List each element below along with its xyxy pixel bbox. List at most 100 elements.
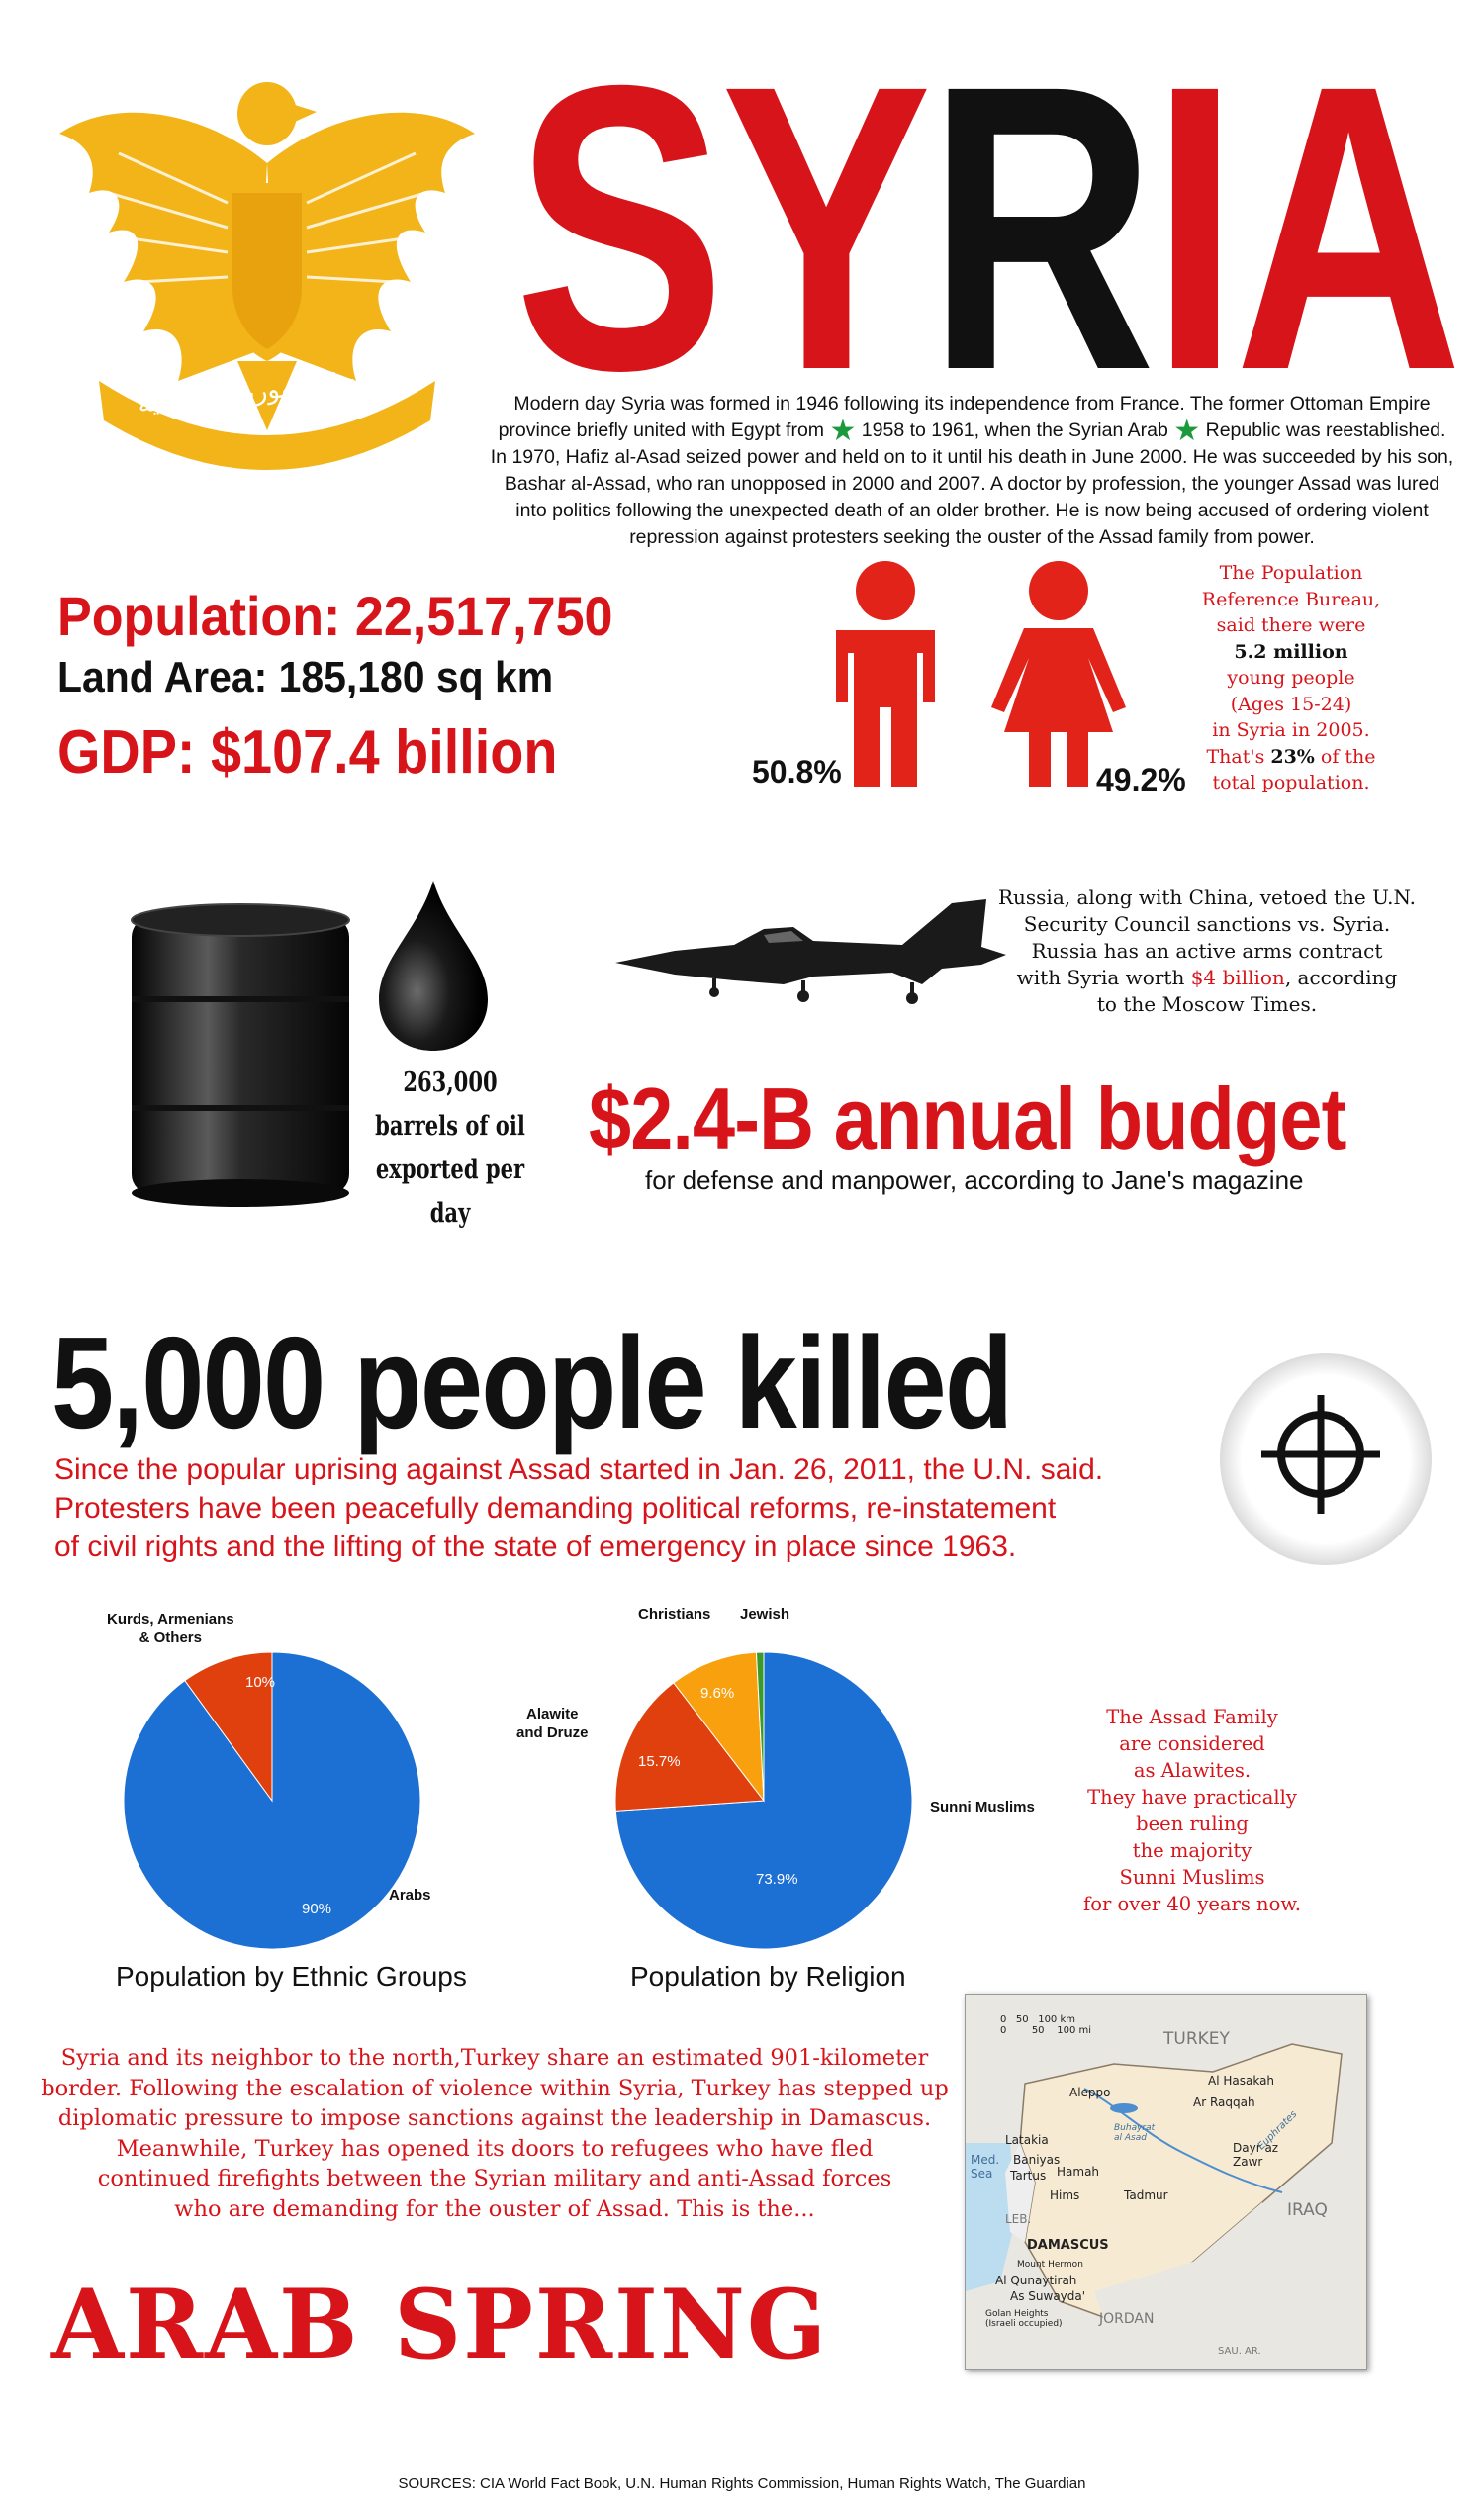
map-city-hims: Hims [1050, 2188, 1080, 2202]
star-icon: ★ [1173, 415, 1201, 447]
note-line: Reference Bureau, [1201, 588, 1381, 610]
russia-text: with Syria worth [1016, 966, 1191, 989]
young-people-note: The Population Reference Bureau, said th… [1172, 560, 1410, 796]
note-line: said there were [1216, 614, 1366, 636]
land-area-stat: Land Area: 185,180 sq km [57, 653, 554, 701]
eagle-emblem [59, 82, 475, 470]
russia-highlight: $4 billion [1190, 966, 1285, 989]
killed-caption: Since the popular uprising against Assad… [54, 1450, 1192, 1566]
map-text: al Asad [1114, 2133, 1147, 2143]
star-icon: ★ [829, 415, 857, 447]
note-line: young people [1227, 667, 1355, 689]
map-golan: Golan Heights (Israeli occupied) [985, 2309, 1063, 2329]
oil-export-caption: 263,000 barrels of oil exported per day [373, 1062, 527, 1236]
killed-line: of civil rights and the lifting of the s… [54, 1531, 1017, 1563]
russia-line: Russia has an active arms contract [1031, 939, 1383, 963]
assad-line: the majority [1132, 1839, 1252, 1862]
assad-line: are considered [1119, 1732, 1265, 1755]
pie-slice-jewish [755, 1651, 765, 1802]
christians-label: Christians [638, 1606, 711, 1623]
label-line: and Druze [516, 1724, 589, 1741]
map-mount-hermon: Mount Hermon [1017, 2260, 1083, 2270]
male-percentage: 50.8% [752, 754, 842, 790]
pie-value-label: 15.7% [638, 1753, 681, 1770]
map-text: Sea [971, 2167, 993, 2181]
turkey-line: continued firefights between the Syrian … [97, 2166, 892, 2191]
map-text: Buhayrat [1114, 2123, 1156, 2133]
map-city-hamah: Hamah [1057, 2165, 1100, 2179]
map-text: Dayr az [1233, 2141, 1279, 2155]
title-letter-s: S [514, 1, 725, 454]
turkey-line: who are demanding for the ouster of Assa… [174, 2195, 815, 2222]
turkey-line: diplomatic pressure to impose sanctions … [57, 2105, 932, 2131]
assad-line: Sunni Muslims [1119, 1866, 1265, 1889]
arabs-label: Arabs [389, 1887, 431, 1904]
map-city-baniyas: Baniyas [1013, 2153, 1061, 2167]
note-text: That's [1206, 745, 1271, 768]
pie-value-label: 9.6% [700, 1685, 734, 1702]
intro-part-3: Republic was reestablished. In 1970, Haf… [490, 419, 1454, 548]
map-label-iraq: IRAQ [1287, 2200, 1328, 2220]
turkey-paragraph: Syria and its neighbor to the north,Turk… [25, 2043, 965, 2224]
fighter-jet-icon [615, 899, 1006, 1004]
male-icon [836, 561, 935, 787]
ethnic-chart-title: Population by Ethnic Groups [116, 1961, 467, 1992]
map-text: Golan Heights [985, 2309, 1049, 2319]
oil-barrel-icon [131, 903, 350, 1207]
note-line: That's 23% of the [1172, 744, 1410, 771]
map-city-raqqah: Ar Raqqah [1193, 2095, 1255, 2109]
map-scale: 0 50 100 km 0 50 100 mi [1000, 2014, 1091, 2036]
title-letter-a: A [1234, 1, 1463, 454]
oil-line: 263,000 [403, 1068, 498, 1098]
map-city-tartus: Tartus [1010, 2169, 1047, 2183]
intro-part-1: Modern day Syria was formed in 1946 foll… [498, 393, 1431, 441]
map-text: Zawr [1233, 2155, 1263, 2169]
russia-line: Security Council sanctions vs. Syria. [1023, 912, 1391, 936]
assad-family-note: The Assad Family are considered as Alawi… [1073, 1704, 1311, 1917]
female-percentage: 49.2% [1096, 762, 1186, 797]
note-text: of the [1314, 745, 1376, 768]
map-text: (Israeli occupied) [985, 2319, 1063, 2329]
killed-headline: 5,000 people killed [51, 1310, 1013, 1455]
pie-value-label: 90% [302, 1901, 331, 1917]
scale-text: 0 [1000, 2014, 1007, 2025]
russia-line: to the Moscow Times. [1096, 992, 1318, 1016]
female-icon [991, 561, 1126, 787]
map-label-jordan: JORDAN [1099, 2311, 1155, 2327]
scale-text: 50 [1015, 2014, 1029, 2025]
oil-line: barrels of oil [375, 1111, 525, 1142]
russia-text: , according [1284, 966, 1398, 989]
defense-budget-headline: $2.4-B annual budget [589, 1070, 1346, 1167]
pie-value-label: 73.9% [756, 1871, 798, 1888]
gdp-stat: GDP: $107.4 billion [57, 718, 558, 787]
note-line: (Ages 15-24) [1230, 693, 1352, 715]
pie-value-label: 10% [245, 1674, 275, 1691]
turkey-line: Syria and its neighbor to the north,Turk… [60, 2045, 929, 2071]
note-line: The Population [1219, 562, 1363, 584]
map-lake: Buhayrat al Asad [1114, 2123, 1155, 2143]
note-highlight: 23% [1270, 745, 1315, 768]
title-letter-i: I [1151, 1, 1240, 454]
sources-footer: SOURCES: CIA World Fact Book, U.N. Human… [398, 2475, 1086, 2492]
assad-line: The Assad Family [1106, 1706, 1278, 1728]
ethnic-pie-chart: 90% 10% [123, 1651, 421, 1950]
note-line: 5.2 million [1234, 640, 1348, 663]
pie-slice-alawite-and-druze [614, 1682, 765, 1812]
note-line: in Syria in 2005. [1212, 719, 1370, 741]
map-label-sau: SAU. AR. [1218, 2346, 1261, 2357]
killed-line: Protesters have been peacefully demandin… [54, 1492, 1057, 1525]
assad-line: as Alawites. [1133, 1759, 1252, 1782]
oil-drop-icon [379, 881, 488, 1051]
defense-budget-caption: for defense and manpower, according to J… [645, 1165, 1304, 1195]
map-label-med: Med. Sea [971, 2153, 999, 2181]
map-city-latakia: Latakia [1005, 2133, 1049, 2147]
religion-pie-chart: 73.9% 15.7% 9.6% [614, 1651, 913, 1950]
map-city-qunaytirah: Al Qunaytirah [995, 2274, 1077, 2287]
killed-line: Since the popular uprising against Assad… [54, 1453, 1104, 1486]
map-city-tadmur: Tadmur [1124, 2188, 1168, 2202]
pie-slice-kurds-armenians-others [184, 1651, 273, 1803]
title-letter-y: Y [720, 1, 932, 454]
assad-line: been ruling [1136, 1813, 1249, 1835]
intro-part-2: 1958 to 1961, when the Syrian Arab [861, 419, 1168, 441]
label-line: & Others [139, 1629, 202, 1646]
